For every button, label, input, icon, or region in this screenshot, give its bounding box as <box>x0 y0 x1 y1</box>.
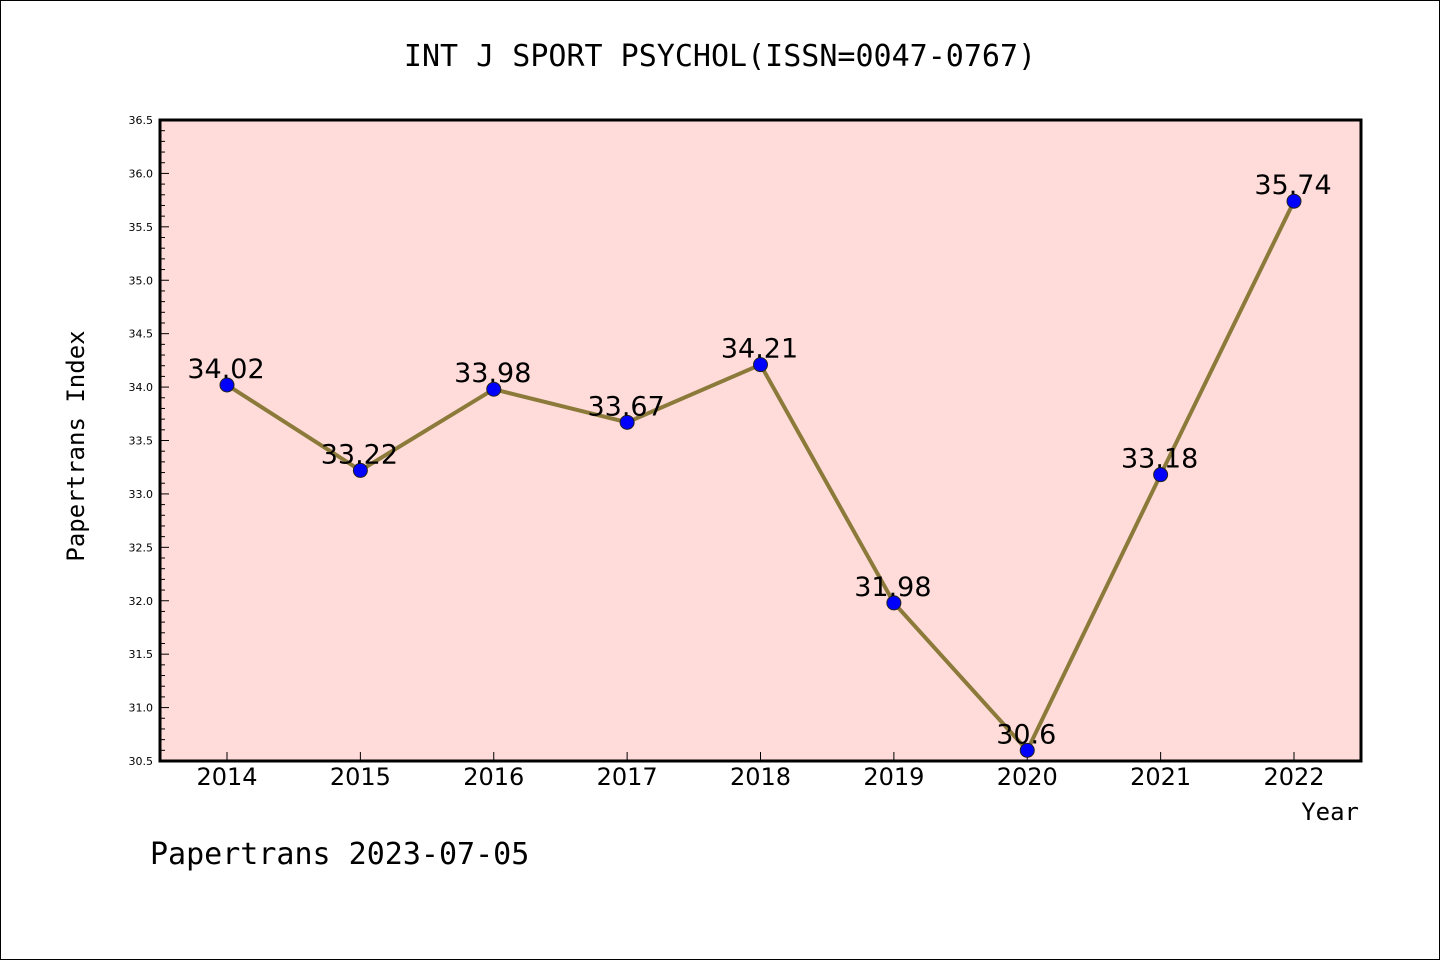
x-tick-label: 2019 <box>863 763 924 791</box>
data-point-2020 <box>1019 742 1035 758</box>
data-point-2019 <box>886 595 902 611</box>
data-label-2019: 31.98 <box>854 572 931 603</box>
x-tick-label: 2022 <box>1263 763 1324 791</box>
x-axis-label: Year <box>1301 798 1359 826</box>
plot-area <box>158 118 1363 763</box>
data-label-2021: 33.18 <box>1121 444 1198 475</box>
data-label-2014: 34.02 <box>187 354 264 385</box>
data-point-2017 <box>619 414 635 430</box>
data-label-2018: 34.21 <box>721 334 798 365</box>
x-tick-label: 2016 <box>463 763 524 791</box>
footer-credit: Papertrans 2023-07-05 <box>150 837 529 872</box>
data-point-2015 <box>352 462 368 478</box>
data-point-2022 <box>1286 193 1302 209</box>
data-label-2015: 33.22 <box>321 439 398 470</box>
x-tick-label: 2017 <box>597 763 658 791</box>
y-tick-label: 32.0 <box>129 595 154 608</box>
data-point-2016 <box>486 381 502 397</box>
data-point-2018 <box>753 357 768 373</box>
data-label-2016: 33.98 <box>454 358 531 389</box>
x-tick-label: 2020 <box>997 763 1058 791</box>
y-tick-label: 33.5 <box>129 435 154 448</box>
y-tick-label: 36.0 <box>129 167 154 180</box>
chart-title: INT J SPORT PSYCHOL(ISSN=0047-0767) <box>404 39 1036 74</box>
data-label-2022: 35.74 <box>1254 170 1331 201</box>
y-tick-label: 32.5 <box>129 541 154 554</box>
x-axis: 2014 2015 2016 2017 2018 2019 2020 2021 2022 <box>196 752 1325 791</box>
y-tick-label: 34.0 <box>129 381 154 394</box>
y-tick-label: 35.5 <box>129 221 154 234</box>
y-tick-label: 31.0 <box>129 702 154 715</box>
y-tick-label: 36.5 <box>129 114 154 127</box>
y-axis-label: Papertrans Index <box>62 330 90 561</box>
x-tick-label: 2015 <box>330 763 391 791</box>
y-tick-label: 31.5 <box>129 648 154 661</box>
y-axis: 30.5 31.0 31.5 32.0 32.5 33.0 33.5 34.0 34.5 35.0… <box>129 114 169 768</box>
data-label-2017: 33.67 <box>587 391 664 422</box>
series-layer: 34.02 33.22 33.98 33.67 34.21 31.98 30.6 33.18 3… <box>187 170 1332 758</box>
data-point-2021 <box>1153 467 1169 483</box>
y-tick-label: 34.5 <box>129 328 154 341</box>
data-label-2020: 30.6 <box>996 719 1056 750</box>
y-tick-label: 33.0 <box>129 488 154 501</box>
y-tick-label: 30.5 <box>129 755 154 768</box>
x-tick-label: 2021 <box>1130 763 1191 791</box>
x-tick-label: 2018 <box>730 763 791 791</box>
x-tick-label: 2014 <box>196 763 257 791</box>
y-tick-label: 35.0 <box>129 274 154 287</box>
data-point-2014 <box>219 377 235 393</box>
